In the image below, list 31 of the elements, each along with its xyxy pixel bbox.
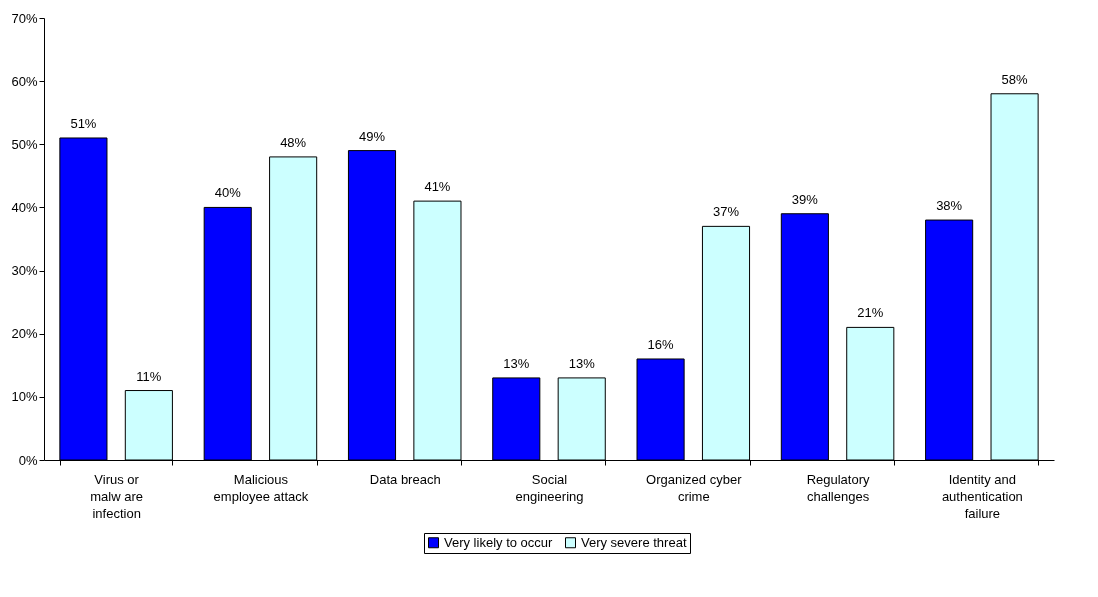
- data-label: 21%: [857, 305, 884, 321]
- legend-label: Very likely to occur: [444, 534, 554, 550]
- y-tick-label: 40%: [11, 199, 38, 215]
- data-label: 39%: [791, 191, 819, 207]
- data-label: 40%: [214, 185, 242, 201]
- x-tick-label: Malicious employee attack: [213, 471, 309, 504]
- y-tick-label: 30%: [11, 263, 38, 279]
- data-label: 49%: [358, 128, 386, 144]
- data-label: 58%: [1001, 71, 1029, 87]
- x-tick-label: Regulatory challenges: [806, 471, 870, 504]
- data-label: 37%: [712, 204, 740, 220]
- x-tick-label: Data breach: [369, 471, 441, 487]
- data-label: 41%: [424, 179, 451, 195]
- y-tick-label: 10%: [11, 389, 38, 405]
- data-label: 13%: [503, 355, 530, 371]
- data-label: 13%: [568, 355, 596, 371]
- data-label: 51%: [70, 115, 97, 131]
- y-tick-label: 70%: [11, 10, 38, 26]
- data-label: 11%: [136, 368, 162, 384]
- y-tick-label: 60%: [11, 73, 38, 89]
- y-tick-label: 0%: [18, 452, 38, 468]
- y-tick-label: 50%: [11, 136, 38, 152]
- legend-label: Very severe threat: [581, 534, 687, 550]
- y-tick-label: 20%: [11, 326, 38, 342]
- data-label: 16%: [647, 336, 675, 352]
- x-tick-label: Identity and authentication failure: [941, 471, 1023, 521]
- x-tick-label: Organized cyber crime: [646, 471, 743, 504]
- x-tick-label: Virus or malw are infection: [90, 471, 144, 521]
- data-label: 48%: [280, 134, 307, 150]
- x-tick-label: Social engineering: [515, 471, 584, 504]
- data-label: 38%: [936, 198, 963, 214]
